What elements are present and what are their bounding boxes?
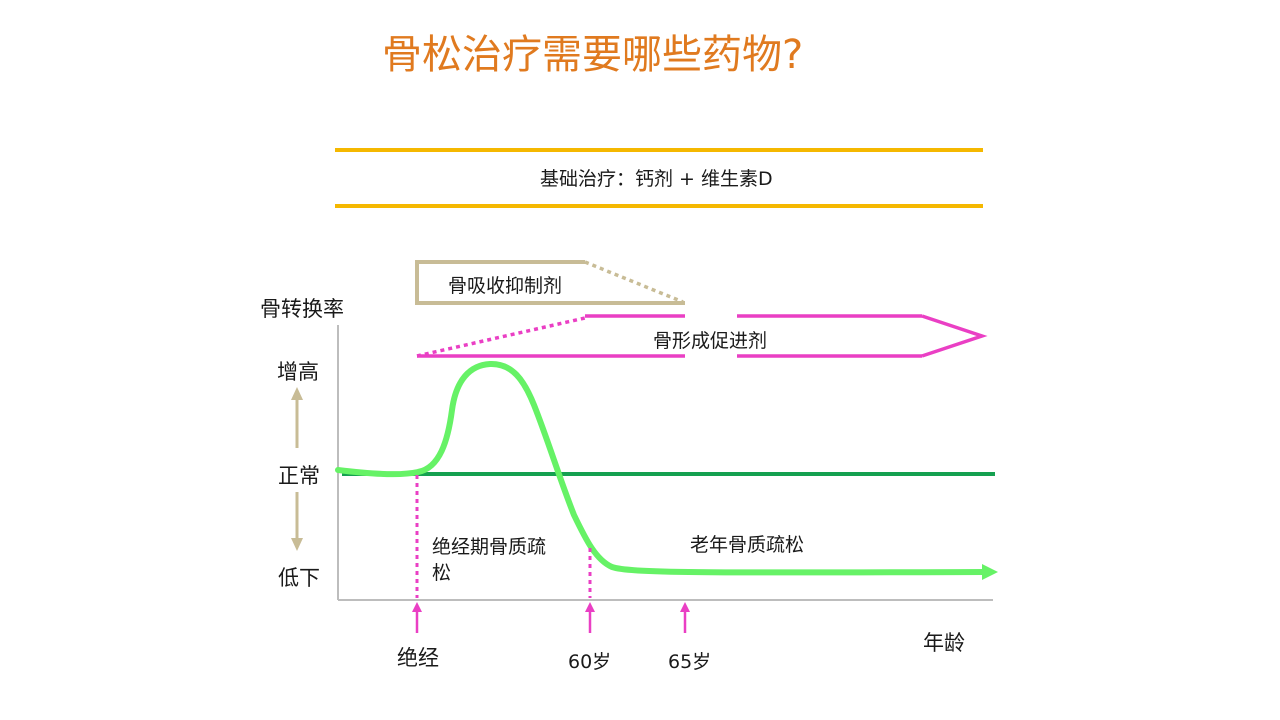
y-axis-title: 骨转换率: [260, 297, 344, 321]
marker-menopause: 绝经: [397, 646, 439, 670]
basic-treatment-label: 基础治疗：钙剂 + 维生素D: [540, 168, 773, 190]
down-arrow-icon: [291, 538, 303, 551]
level-high: 增高: [277, 360, 319, 384]
promoter-arrowhead: [921, 314, 988, 358]
senile-label: 老年骨质疏松: [690, 534, 805, 556]
curve-arrowhead: [982, 564, 998, 580]
age60-arrow-icon: [585, 602, 595, 612]
resorption-inhibitor-label: 骨吸收抑制剂: [448, 275, 563, 297]
x-axis-title: 年龄: [923, 631, 965, 655]
age65-arrow-icon: [680, 602, 690, 612]
promoter-taper: [416, 316, 586, 358]
marker-65: 65岁: [668, 651, 712, 673]
inhibitor-box: [415, 260, 685, 305]
bone-turnover-curve: [335, 361, 988, 576]
marker-60: 60岁: [568, 651, 612, 673]
level-normal: 正常: [278, 464, 320, 488]
level-low: 低下: [278, 566, 320, 590]
postmenopausal-label-line1: 绝经期骨质疏: [432, 536, 547, 558]
page-title: 骨松治疗需要哪些药物?: [382, 32, 804, 78]
inhibitor-taper: [584, 260, 684, 304]
postmenopausal-label-line2: 松: [432, 562, 452, 584]
menopause-arrow-icon: [412, 602, 422, 612]
up-arrow-icon: [291, 387, 303, 400]
formation-promoter-label: 骨形成促进剂: [653, 330, 768, 352]
